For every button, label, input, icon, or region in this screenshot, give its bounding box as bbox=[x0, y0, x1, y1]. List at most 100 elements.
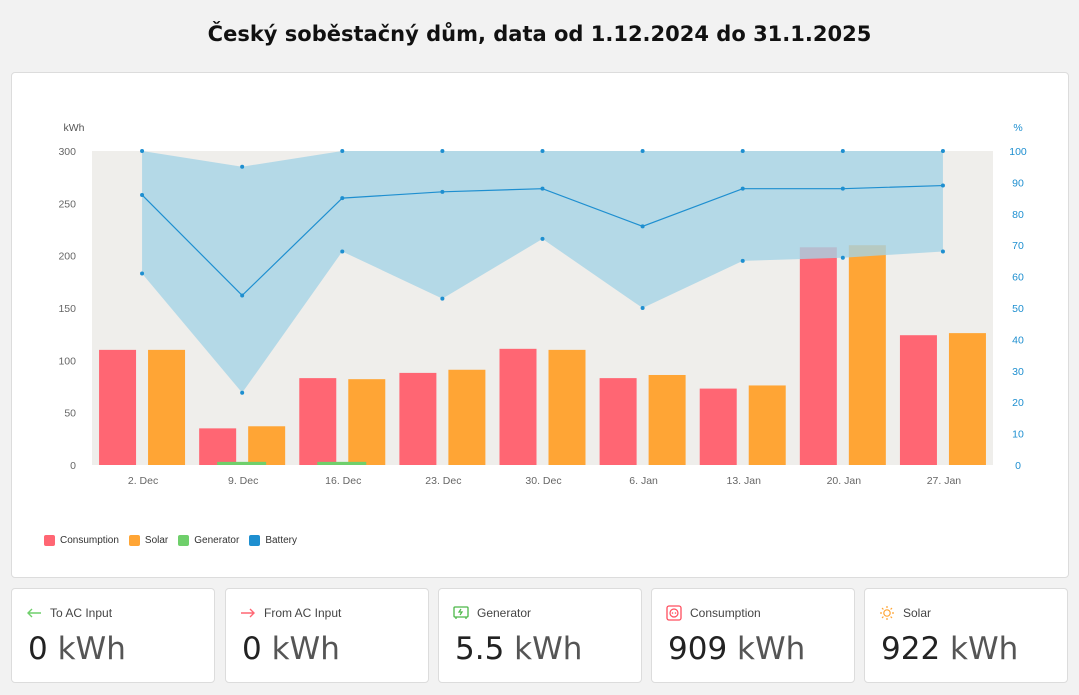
tile-unit: kWh bbox=[57, 631, 126, 667]
tile-label: To AC Input bbox=[50, 606, 113, 620]
right-tick-label: 30 bbox=[1012, 366, 1024, 378]
tile-label: Generator bbox=[477, 606, 532, 620]
right-tick-label: 50 bbox=[1012, 303, 1024, 315]
tile-solar[interactable]: Solar 922 kWh bbox=[864, 588, 1068, 683]
battery-max-point bbox=[140, 149, 145, 153]
battery-avg-point bbox=[540, 186, 545, 191]
battery-min-point bbox=[340, 249, 345, 254]
outlet-icon bbox=[666, 605, 682, 621]
legend-item-generator[interactable]: Generator bbox=[178, 535, 239, 546]
left-tick-label: 100 bbox=[58, 355, 76, 367]
chart-legend: Consumption Solar Generator Battery bbox=[44, 535, 297, 546]
x-tick-label: 16. Dec bbox=[325, 475, 361, 487]
battery-avg-point bbox=[240, 293, 245, 298]
battery-min-point bbox=[940, 249, 945, 254]
tile-unit: kWh bbox=[514, 631, 583, 667]
right-tick-label: 0 bbox=[1015, 460, 1021, 472]
x-tick-label: 27. Jan bbox=[927, 475, 962, 487]
bar-consumption bbox=[799, 247, 837, 465]
battery-min-point bbox=[840, 255, 845, 260]
bar-consumption bbox=[899, 335, 937, 465]
x-tick-label: 20. Jan bbox=[827, 475, 862, 487]
energy-chart: kWh % 0 50 100 150 200 250 300 0 10 20 30 40 50 60 70 80 9… bbox=[58, 122, 1027, 487]
bar-consumption bbox=[499, 348, 537, 465]
tile-value: 0 kWh bbox=[28, 631, 126, 667]
bar-solar bbox=[248, 426, 286, 465]
battery-min-point bbox=[140, 271, 145, 276]
sun-icon bbox=[879, 605, 895, 621]
tile-number: 0 bbox=[28, 631, 48, 667]
right-tick-label: 80 bbox=[1012, 209, 1024, 221]
arrow-left-icon bbox=[26, 605, 42, 621]
tile-number: 922 bbox=[881, 631, 941, 667]
battery-avg-point bbox=[840, 186, 845, 191]
battery-avg-point bbox=[440, 189, 445, 194]
tile-unit: kWh bbox=[950, 631, 1019, 667]
bar-generator bbox=[217, 461, 267, 465]
legend-item-consumption[interactable]: Consumption bbox=[44, 535, 119, 546]
left-tick-label: 250 bbox=[58, 198, 76, 210]
tile-from-ac-input[interactable]: From AC Input 0 kWh bbox=[225, 588, 429, 683]
battery-avg-point bbox=[140, 192, 145, 197]
bar-solar bbox=[848, 245, 886, 465]
bar-consumption bbox=[299, 378, 337, 465]
tile-unit: kWh bbox=[271, 631, 340, 667]
tile-number: 0 bbox=[242, 631, 262, 667]
battery-max-point bbox=[440, 149, 445, 153]
bar-solar bbox=[448, 369, 486, 465]
battery-min-point bbox=[240, 390, 245, 395]
right-axis-label: % bbox=[1013, 122, 1022, 134]
tile-number: 909 bbox=[668, 631, 728, 667]
tile-to-ac-input[interactable]: To AC Input 0 kWh bbox=[11, 588, 215, 683]
x-tick-label: 9. Dec bbox=[228, 475, 258, 487]
tile-number: 5.5 bbox=[455, 631, 505, 667]
tile-consumption[interactable]: Consumption 909 kWh bbox=[651, 588, 855, 683]
bar-solar bbox=[948, 333, 986, 465]
left-tick-label: 300 bbox=[58, 146, 76, 158]
battery-avg-point bbox=[340, 196, 345, 201]
legend-label: Battery bbox=[265, 535, 297, 546]
x-tick-label: 2. Dec bbox=[128, 475, 158, 487]
bar-consumption bbox=[699, 388, 737, 465]
x-tick-label: 13. Jan bbox=[726, 475, 761, 487]
tile-generator[interactable]: Generator 5.5 kWh bbox=[438, 588, 642, 683]
x-tick-label: 23. Dec bbox=[425, 475, 461, 487]
tile-value: 922 kWh bbox=[881, 631, 1018, 667]
tile-label: Solar bbox=[903, 606, 932, 620]
battery-range-band bbox=[142, 151, 943, 393]
bar-solar bbox=[548, 349, 586, 465]
right-tick-label: 10 bbox=[1012, 429, 1024, 441]
right-tick-label: 20 bbox=[1012, 397, 1024, 409]
left-tick-label: 150 bbox=[58, 303, 76, 315]
right-tick-label: 40 bbox=[1012, 334, 1024, 346]
right-tick-label: 70 bbox=[1012, 240, 1024, 252]
bar-solar bbox=[348, 379, 386, 465]
battery-min-point bbox=[740, 258, 745, 263]
battery-max-point bbox=[940, 149, 945, 153]
chart-card: kWh% 0 50 100 150 200 250 300 0 10 20 30 40 50 60 70 80 9… bbox=[11, 72, 1069, 578]
battery-max-point bbox=[540, 149, 545, 153]
legend-swatch bbox=[249, 535, 261, 546]
bar-solar bbox=[648, 374, 686, 465]
bar-generator bbox=[317, 461, 367, 465]
battery-avg-point bbox=[740, 186, 745, 191]
page-title: Český soběstačný dům, data od 1.12.2024 … bbox=[207, 22, 872, 46]
battery-max-point bbox=[740, 149, 745, 153]
tile-value: 0 kWh bbox=[242, 631, 340, 667]
legend-item-battery[interactable]: Battery bbox=[249, 535, 297, 546]
bar-consumption bbox=[399, 372, 437, 465]
tile-value: 5.5 kWh bbox=[455, 631, 582, 667]
arrow-right-icon bbox=[240, 605, 256, 621]
battery-avg-point bbox=[940, 183, 945, 188]
tile-label: From AC Input bbox=[264, 606, 342, 620]
legend-swatch bbox=[178, 535, 190, 546]
tile-label: Consumption bbox=[690, 606, 761, 620]
battery-min-point bbox=[540, 236, 545, 241]
legend-item-solar[interactable]: Solar bbox=[128, 535, 168, 546]
tile-unit: kWh bbox=[737, 631, 806, 667]
bar-consumption bbox=[199, 428, 237, 465]
battery-max-point bbox=[840, 149, 845, 153]
battery-max-point bbox=[340, 149, 345, 153]
right-tick-label: 100 bbox=[1009, 146, 1027, 158]
legend-label: Generator bbox=[194, 535, 240, 546]
